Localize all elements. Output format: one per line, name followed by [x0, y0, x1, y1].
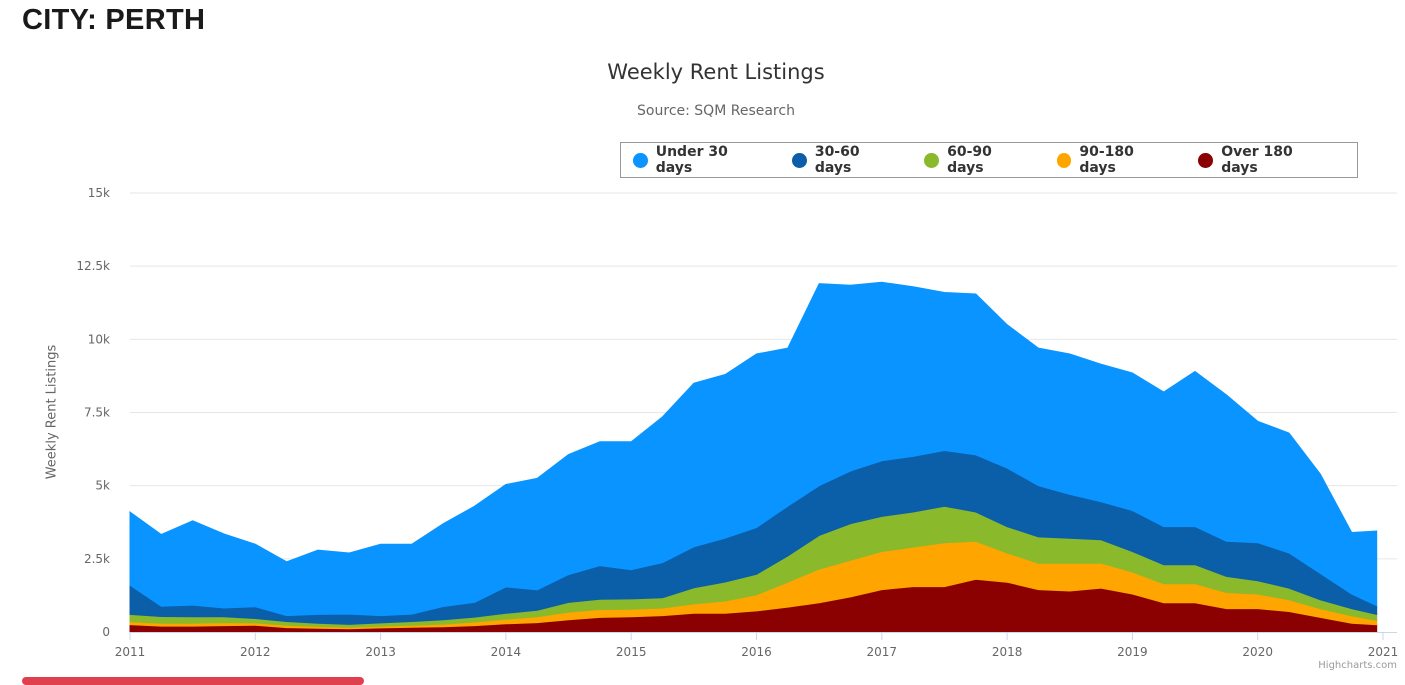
- y-tick-label: 15k: [88, 186, 110, 200]
- legend-item-30-60[interactable]: 30-60 days: [792, 144, 899, 176]
- x-tick-label: 2017: [867, 645, 898, 659]
- x-tick-label: 2020: [1242, 645, 1273, 659]
- legend-item-60-90[interactable]: 60-90 days: [924, 144, 1031, 176]
- x-tick-label: 2016: [741, 645, 772, 659]
- legend-marker-icon: [1198, 152, 1214, 168]
- chart-subtitle: Source: SQM Research: [637, 103, 795, 119]
- chart-legend: Under 30 days 30-60 days 60-90 days 90-1…: [620, 142, 1358, 178]
- legend-marker-icon: [792, 152, 807, 168]
- x-tick-label: 2014: [491, 645, 522, 659]
- legend-marker-icon: [1056, 152, 1072, 168]
- legend-label: 90-180 days: [1079, 144, 1134, 176]
- legend-marker-icon: [924, 152, 940, 168]
- x-tick-label: 2019: [1117, 645, 1148, 659]
- legend-label: Over 180 days: [1221, 144, 1293, 176]
- x-tick-label: 2011: [115, 645, 146, 659]
- x-tick-label: 2013: [365, 645, 396, 659]
- page-heading: CITY: PERTH: [22, 4, 206, 36]
- y-tick-label: 5k: [95, 479, 110, 493]
- legend-item-under-30[interactable]: Under 30 days: [633, 144, 767, 176]
- area-under-30-days[interactable]: [129, 281, 1378, 617]
- y-tick-label: 10k: [88, 332, 110, 346]
- bottom-banner-bar: [22, 677, 364, 685]
- y-tick-label: 2.5k: [84, 552, 110, 566]
- x-tick-label: 2015: [616, 645, 647, 659]
- legend-item-over-180[interactable]: Over 180 days: [1198, 144, 1332, 176]
- axes: 0 2.5k 5k 7.5k 10k 12.5k 15k 2011 2012 2013 2014 20…: [76, 186, 1398, 659]
- chart-title: Weekly Rent Listings: [607, 60, 825, 84]
- legend-item-90-180[interactable]: 90-180 days: [1056, 144, 1174, 176]
- y-tick-label: 0: [102, 625, 110, 639]
- x-tick-label: 2021: [1368, 645, 1399, 659]
- legend-marker-icon: [633, 152, 648, 168]
- series-areas: [129, 281, 1378, 633]
- legend-label: Under 30 days: [655, 144, 728, 176]
- highcharts-credit[interactable]: Highcharts.com: [1318, 660, 1397, 671]
- x-tick-label: 2018: [992, 645, 1023, 659]
- legend-label: 60-90 days: [947, 144, 992, 176]
- legend-label: 30-60 days: [814, 144, 860, 176]
- y-tick-label: 12.5k: [76, 259, 110, 273]
- x-tick-label: 2012: [240, 645, 271, 659]
- y-tick-label: 7.5k: [84, 406, 110, 420]
